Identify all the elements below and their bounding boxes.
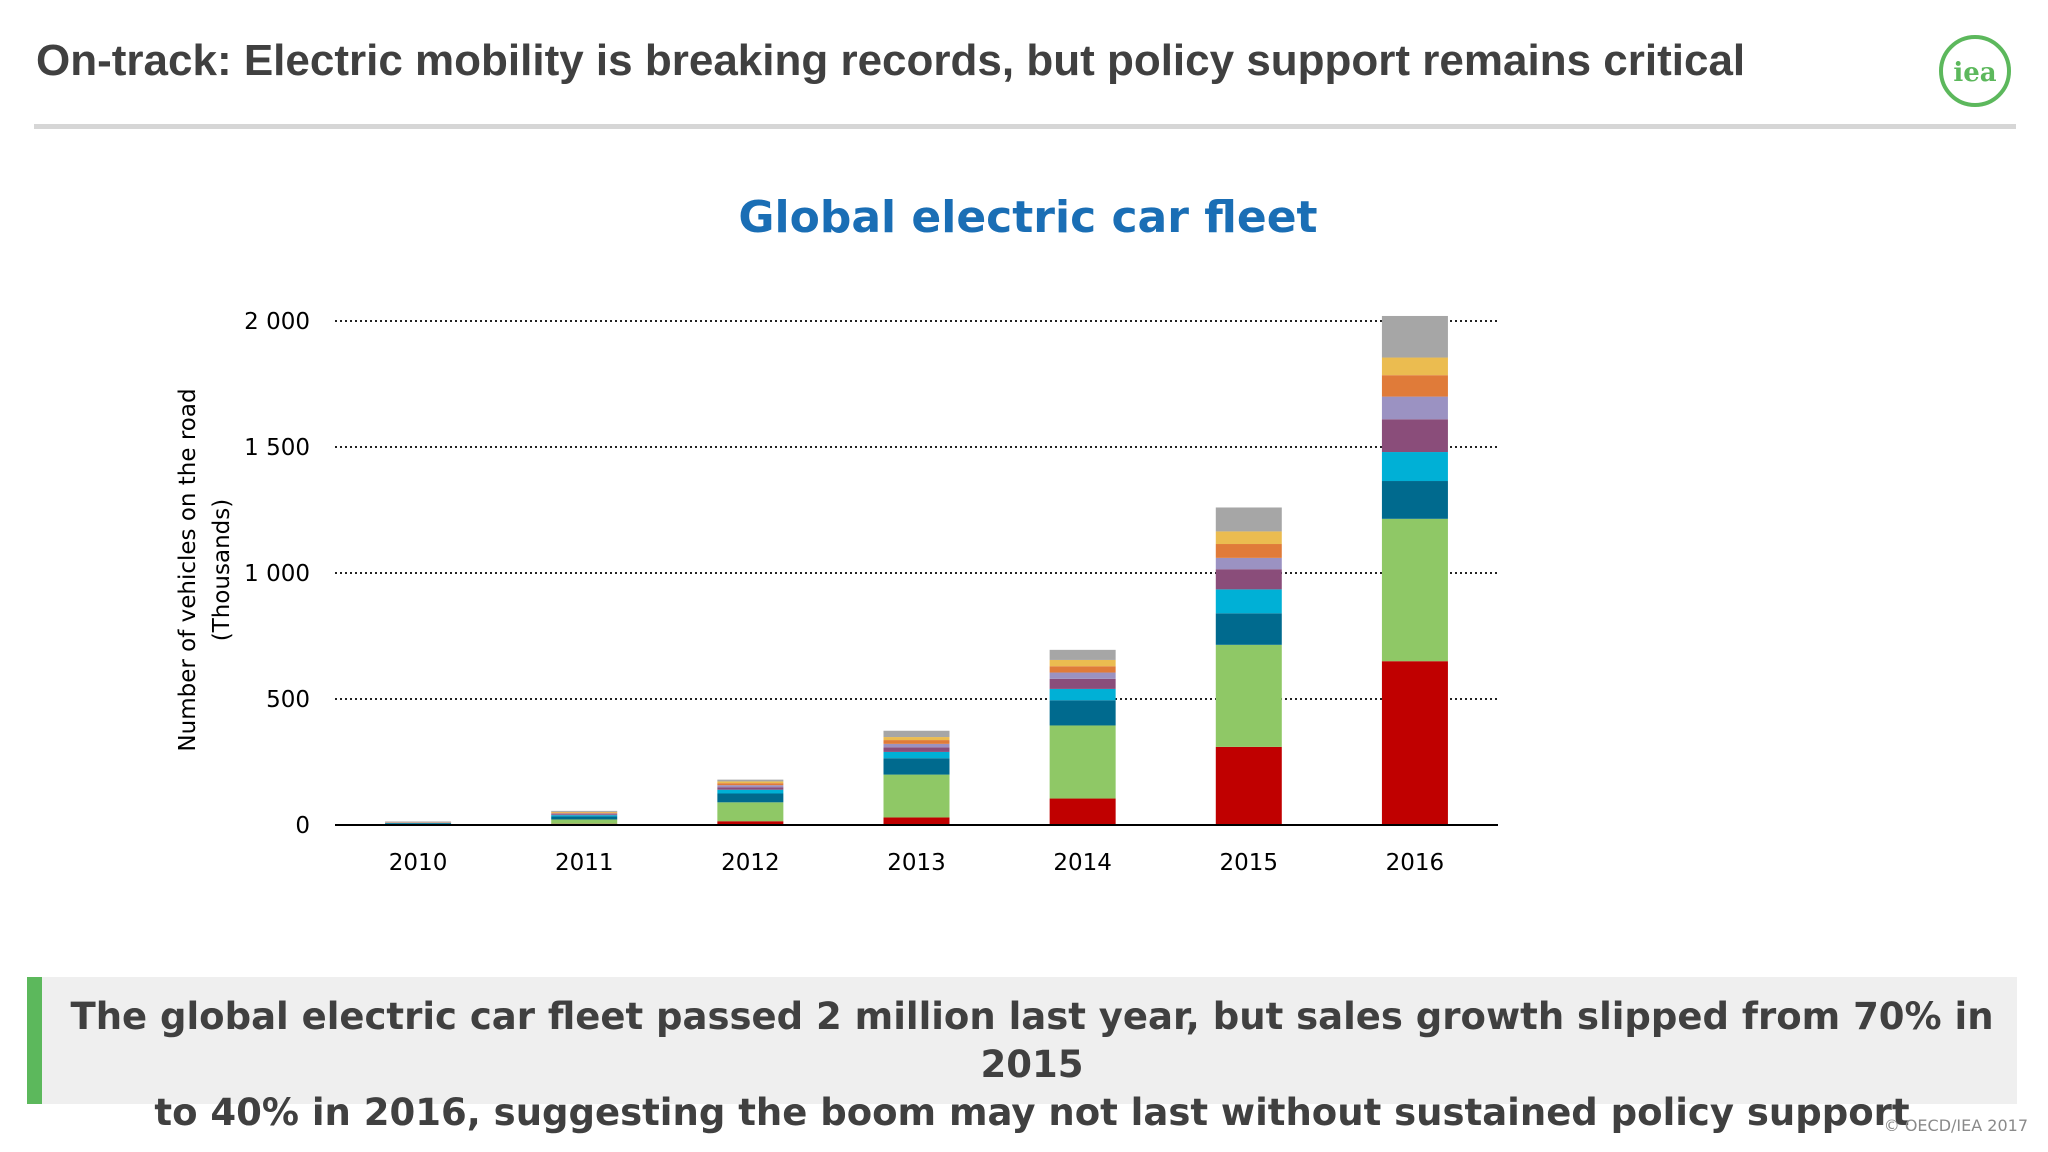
bar-stack xyxy=(1049,649,1116,825)
bar-segment xyxy=(1381,419,1448,453)
bar-segment xyxy=(1381,375,1448,397)
bar-segment xyxy=(883,747,950,752)
y-tick-label: 0 xyxy=(295,813,310,839)
bar-segment xyxy=(1215,589,1282,614)
iea-logo-text: iea xyxy=(1953,58,1996,88)
y-tick-label: 500 xyxy=(266,687,310,713)
key-message-line1: The global electric car fleet passed 2 m… xyxy=(70,995,1994,1086)
x-axis-ticks: 2010 2011 2012 2013 2014 2015 2016 xyxy=(389,850,1444,876)
bar-segment xyxy=(1381,357,1448,376)
bar-segment xyxy=(883,730,950,738)
bar-segment xyxy=(883,817,950,825)
bar-segment xyxy=(1215,544,1282,558)
bar-segment xyxy=(1049,649,1116,660)
copyright-notice: © OECD/IEA 2017 xyxy=(1883,1116,2028,1135)
bar-segment xyxy=(883,751,950,759)
bar-segment xyxy=(717,789,784,794)
bar-stack xyxy=(551,810,618,825)
bar-segment xyxy=(1381,518,1448,662)
y-axis-label-line1: Number of vehicles on the road xyxy=(175,388,201,751)
title-divider xyxy=(34,124,2016,129)
bar-stack xyxy=(1381,315,1448,825)
bar-segment xyxy=(883,737,950,741)
y-tick-label: 1 000 xyxy=(244,561,310,587)
iea-logo: iea xyxy=(1939,35,2011,107)
bar-segment xyxy=(717,783,784,786)
x-tick-label: 2013 xyxy=(887,850,946,876)
bar-segment xyxy=(883,774,950,818)
x-tick-label: 2014 xyxy=(1053,850,1112,876)
key-message-accent-bar xyxy=(27,977,42,1104)
bar-segment xyxy=(1049,725,1116,799)
bar-segment xyxy=(717,787,784,790)
bar-segment xyxy=(551,812,618,814)
bar-segment xyxy=(1049,659,1116,667)
bar-segment xyxy=(1215,644,1282,747)
x-tick-label: 2012 xyxy=(721,850,780,876)
bar-segment xyxy=(551,810,618,812)
x-tick-label: 2011 xyxy=(555,850,614,876)
bar-segment xyxy=(1215,613,1282,645)
bar-segment xyxy=(1381,315,1448,358)
bar-segment xyxy=(551,814,618,816)
bar-segment xyxy=(551,813,618,815)
bar-segment xyxy=(1381,396,1448,420)
slide-title: On-track: Electric mobility is breaking … xyxy=(36,36,1746,85)
bar-stack xyxy=(1215,507,1282,825)
bar-segment xyxy=(385,821,452,822)
key-message-text: The global electric car fleet passed 2 m… xyxy=(67,993,1997,1137)
bar-segment xyxy=(1049,798,1116,825)
bar-segment xyxy=(1049,666,1116,673)
bar-segment xyxy=(717,779,784,782)
bar-segment xyxy=(717,821,784,825)
y-tick-label: 1 500 xyxy=(244,435,310,461)
bar-segment xyxy=(1215,531,1282,545)
bar-segment xyxy=(1215,557,1282,570)
y-axis-ticks: 0 500 1 000 1 500 2 000 xyxy=(244,309,310,839)
bar-segment xyxy=(883,740,950,744)
bar-segment xyxy=(385,823,452,824)
bar-segment xyxy=(717,785,784,788)
bar-segment xyxy=(1381,452,1448,482)
bar-stack xyxy=(717,779,784,825)
iea-logo-ring xyxy=(1939,35,2011,107)
y-axis-label-line2: (Thousands) xyxy=(209,499,235,641)
x-tick-label: 2010 xyxy=(389,850,448,876)
bar-segment xyxy=(1381,661,1448,825)
bar-segment xyxy=(551,819,618,824)
bar-segment xyxy=(1215,569,1282,590)
bar-segment xyxy=(551,816,618,820)
key-message-line2: to 40% in 2016, suggesting the boom may … xyxy=(154,1091,1910,1134)
bar-stack xyxy=(883,730,950,825)
bar-segment xyxy=(717,781,784,784)
bar-segment xyxy=(1049,672,1116,679)
bar-segment xyxy=(883,743,950,748)
chart-title: Global electric car fleet xyxy=(738,192,1317,243)
bar-segment xyxy=(551,815,618,817)
bar-segment xyxy=(1049,678,1116,689)
bar-segment xyxy=(1049,688,1116,701)
bar-segment xyxy=(551,811,618,813)
bar-segment xyxy=(1215,746,1282,825)
x-tick-label: 2015 xyxy=(1220,850,1279,876)
x-tick-label: 2016 xyxy=(1386,850,1445,876)
bar-segment xyxy=(1049,700,1116,726)
key-message-box: The global electric car fleet passed 2 m… xyxy=(27,977,2017,1134)
bar-segment xyxy=(717,802,784,822)
bar-segment xyxy=(883,758,950,775)
y-tick-label: 2 000 xyxy=(244,309,310,335)
bar-segment xyxy=(1381,481,1448,519)
bar-segment xyxy=(717,793,784,803)
bars xyxy=(385,315,1448,825)
bar-segment xyxy=(1215,507,1282,532)
gridlines xyxy=(335,320,1498,700)
y-axis-label: Number of vehicles on the road (Thousand… xyxy=(175,388,235,751)
